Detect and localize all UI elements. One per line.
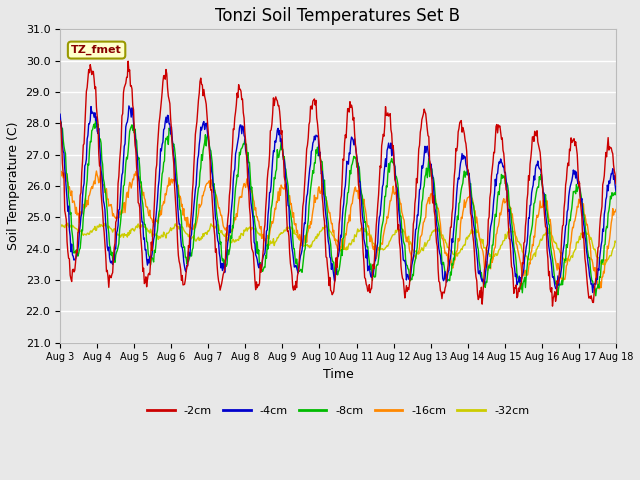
Legend: -2cm, -4cm, -8cm, -16cm, -32cm: -2cm, -4cm, -8cm, -16cm, -32cm [142,401,534,420]
Title: Tonzi Soil Temperatures Set B: Tonzi Soil Temperatures Set B [216,7,461,25]
Y-axis label: Soil Temperature (C): Soil Temperature (C) [7,121,20,250]
Text: TZ_fmet: TZ_fmet [71,45,122,55]
X-axis label: Time: Time [323,368,353,381]
